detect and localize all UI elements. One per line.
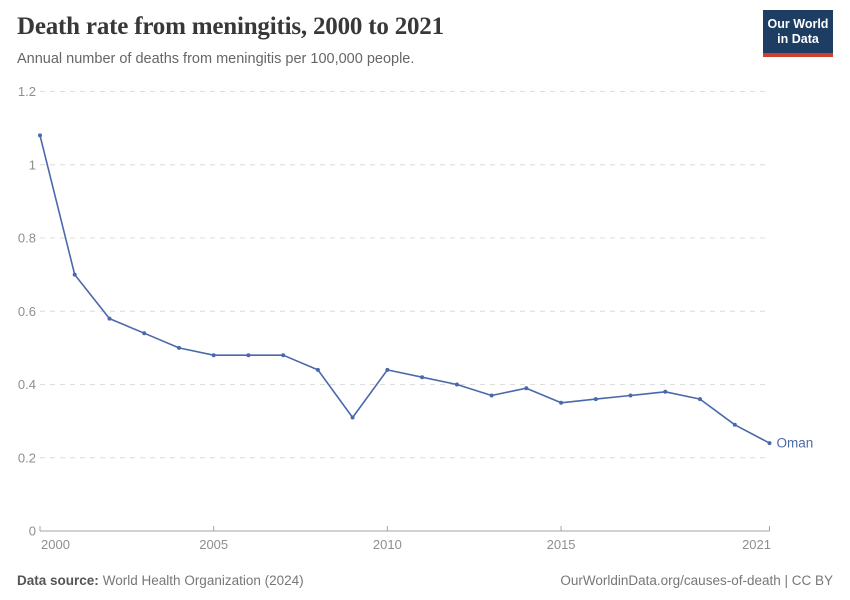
y-axis-tick-label: 1.2 [18, 84, 36, 99]
data-point[interactable] [211, 353, 216, 358]
chart-subtitle: Annual number of deaths from meningitis … [17, 51, 415, 67]
data-point[interactable] [420, 375, 425, 380]
y-axis-tick-label: 1 [29, 157, 36, 172]
data-point[interactable] [385, 367, 390, 372]
chart-footer: Data source: World Health Organization (2… [17, 573, 833, 588]
data-point[interactable] [698, 397, 702, 402]
series-line-oman[interactable] [39, 134, 771, 444]
data-source-label: Data source: [17, 573, 99, 588]
data-point[interactable] [524, 386, 529, 391]
data-point[interactable] [628, 393, 633, 398]
owid-logo-line2: in Data [777, 32, 819, 46]
data-point[interactable] [177, 345, 181, 350]
data-source: Data source: World Health Organization (2… [17, 573, 304, 588]
data-point[interactable] [142, 331, 147, 336]
data-point[interactable] [72, 272, 77, 277]
data-point[interactable] [732, 422, 737, 427]
data-point[interactable] [281, 353, 286, 358]
x-axis-tick-label: 2010 [373, 537, 402, 552]
y-axis-tick-label: 0.2 [18, 450, 36, 465]
y-axis-tick-label: 0.8 [18, 231, 36, 246]
data-point[interactable] [663, 389, 668, 394]
credit-link[interactable]: OurWorldinData.org/causes-of-death | CC … [560, 573, 833, 588]
x-axis-tick-label: 2015 [547, 537, 576, 552]
owid-logo[interactable]: Our World in Data [763, 10, 833, 57]
data-point[interactable] [454, 382, 459, 387]
y-axis-tick-label: 0 [29, 524, 36, 539]
y-axis-tick-label: 0.4 [18, 377, 36, 392]
data-point[interactable] [593, 397, 598, 402]
owid-logo-line1: Our World [767, 17, 829, 31]
y-axis-tick-label: 0.6 [18, 304, 36, 319]
x-axis-tick-label: 2005 [199, 537, 228, 552]
data-point[interactable] [350, 415, 355, 420]
series-label-oman[interactable]: Oman [777, 436, 814, 451]
data-point[interactable] [38, 133, 42, 138]
x-axis-tick-label: 2021 [742, 537, 771, 552]
data-point[interactable] [767, 441, 772, 446]
data-point[interactable] [559, 400, 564, 405]
data-point[interactable] [315, 367, 320, 372]
x-axis-tick-label: 2000 [41, 537, 70, 552]
data-source-value: World Health Organization (2024) [102, 573, 304, 588]
data-point[interactable] [107, 316, 112, 321]
data-point[interactable] [246, 353, 251, 358]
data-point[interactable] [489, 393, 494, 398]
page-title: Death rate from meningitis, 2000 to 2021 [17, 13, 444, 40]
